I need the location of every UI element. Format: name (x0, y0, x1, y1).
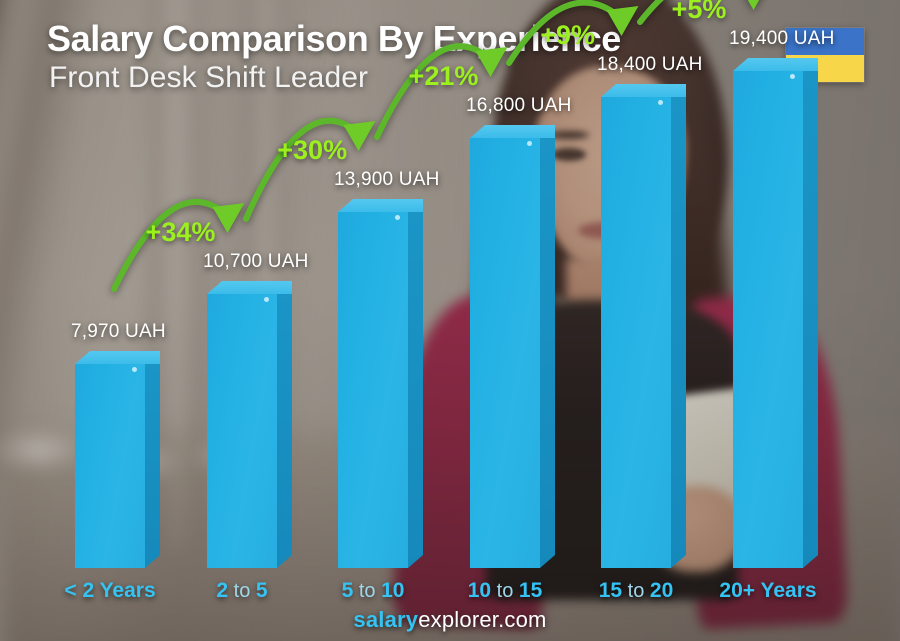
bar-front-face (75, 364, 145, 568)
growth-arc (505, 0, 621, 66)
growth-percent-label-4: +9% (540, 20, 596, 50)
growth-arrow-2 (242, 107, 400, 259)
bar-top-face (733, 58, 818, 71)
bar-highlight-dot (790, 74, 795, 79)
bar-side-face (671, 97, 686, 568)
bar-front-face (601, 97, 671, 568)
bar-side-face (803, 71, 818, 568)
bar-top-face (75, 351, 160, 364)
bar-highlight-dot (395, 215, 400, 220)
growth-percent-label-2: +30% (277, 135, 348, 165)
bar-value-label: 10,700 UAH (203, 251, 309, 272)
category-label-5: 15 to 20 (598, 579, 674, 602)
brand-primary: salary (353, 607, 419, 632)
category-label-2: 2 to 5 (216, 579, 268, 602)
growth-arrowhead (343, 121, 375, 151)
growth-arc (242, 117, 358, 222)
bar-value-label: 18,400 UAH (597, 54, 703, 75)
bar-value-label: 7,970 UAH (71, 321, 166, 342)
growth-arrow-3 (373, 33, 532, 177)
bar-highlight-dot (527, 141, 532, 146)
bar-value-label: 19,400 UAH (729, 28, 835, 49)
category-label-3: 5 to 10 (341, 579, 405, 602)
bar-front-face (470, 138, 540, 568)
flag-stripe-top (786, 28, 864, 55)
ukraine-flag-icon (786, 28, 864, 82)
bar-side-face (408, 212, 423, 568)
bar-side-face (540, 138, 555, 568)
bar-5: 18,400 UAH (597, 54, 702, 568)
bar-highlight-dot (264, 297, 269, 302)
bar-front-face (338, 212, 408, 568)
bar-highlight-dot (132, 367, 137, 372)
growth-percent-label-5: +5% (671, 0, 727, 24)
bar-top-face (207, 281, 292, 294)
bar-3: 13,900 UAH (334, 169, 439, 568)
bar-front-face (733, 71, 803, 568)
growth-arc (636, 0, 664, 25)
growth-arrowhead (212, 203, 244, 233)
bar-2: 10,700 UAH (203, 251, 308, 568)
growth-arrowhead (475, 47, 507, 77)
growth-percent-label-3: +21% (408, 61, 479, 91)
growth-arrow-5 (636, 0, 795, 62)
bar-side-face (277, 294, 292, 568)
bar-1: 7,970 UAH (71, 321, 166, 568)
category-label-1: < 2 Years (64, 579, 156, 602)
bar-side-face (145, 364, 160, 568)
brand-secondary: explorer.com (418, 607, 547, 632)
growth-arrow-1 (110, 189, 269, 329)
site-brand: salaryexplorer.com (0, 607, 900, 633)
bar-4: 16,800 UAH (466, 95, 571, 568)
growth-arc (373, 43, 490, 140)
bar-front-face (207, 294, 277, 568)
growth-arrow-4 (505, 0, 663, 103)
page-subtitle: Front Desk Shift Leader (49, 61, 369, 94)
bar-top-face (601, 84, 686, 97)
bar-highlight-dot (658, 100, 663, 105)
bar-top-face (470, 125, 555, 138)
bar-top-face (338, 199, 423, 212)
growth-arrowhead (606, 6, 638, 36)
bar-6: 19,400 UAH (729, 28, 834, 568)
bar-value-label: 16,800 UAH (466, 95, 572, 116)
growth-arrowhead (747, 0, 759, 10)
category-label-6: 20+ Years (719, 579, 817, 602)
bar-value-label: 13,900 UAH (334, 169, 440, 190)
growth-arc (110, 199, 227, 292)
category-label-4: 10 to 15 (467, 579, 543, 602)
growth-percent-label-1: +34% (145, 217, 216, 247)
